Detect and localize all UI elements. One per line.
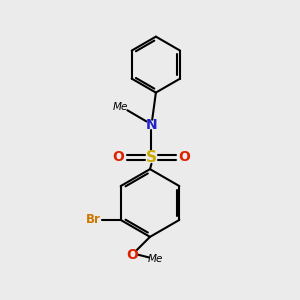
Text: O: O	[178, 150, 190, 164]
Text: O: O	[112, 150, 124, 164]
Text: Me: Me	[148, 254, 164, 264]
Text: S: S	[146, 150, 157, 165]
Text: O: O	[126, 248, 138, 262]
Text: Br: Br	[86, 213, 101, 226]
Text: N: N	[146, 118, 157, 132]
Text: Me: Me	[113, 102, 128, 112]
